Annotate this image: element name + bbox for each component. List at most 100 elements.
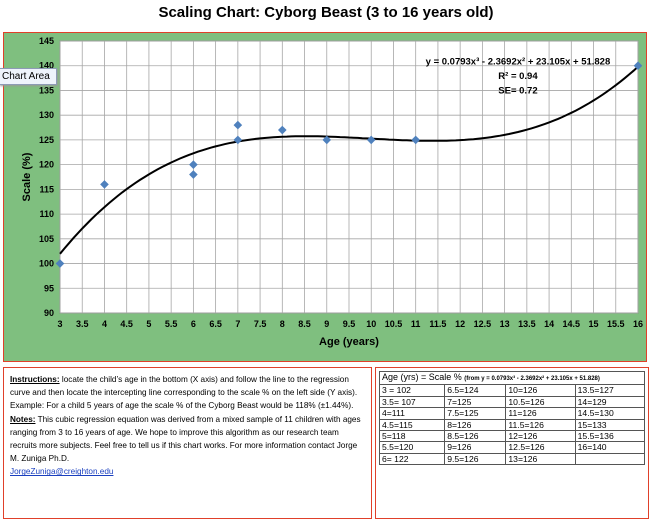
x-tick-label: 5.5 [165,319,178,329]
y-tick-label: 95 [44,283,54,293]
email-link[interactable]: JorgeZuniga@creighton.edu [10,467,114,477]
table-header-row: Age (yrs) = Scale % (from y = 0.0793x³ -… [379,370,645,386]
table-cell: 5.5=120 [378,441,446,454]
table-cell: 11=126 [505,407,576,420]
data-point [233,120,243,130]
x-tick-label: 5 [146,319,151,329]
instructions-text: locate the child’s age in the bottom (X … [10,375,358,398]
chart-area[interactable]: 3 3.5 4 4.5 5 5.5 6 6.5 7 7.5 8 8.5 9 9.5 10 10.5 11 11.5… [3,32,647,362]
x-tick-label: 7 [235,319,240,329]
table-row: 5=118 8.5=126 12=126 15.5=136 [378,430,646,443]
data-point [100,180,109,189]
table-cell: 11.5=126 [505,418,576,432]
table-cell: 7.5=125 [444,407,507,420]
example-text: Example: For a child 5 years of age the … [10,401,354,411]
y-tick-label: 125 [39,135,54,145]
data-point [189,170,198,179]
table-cell: 15=133 [574,418,646,432]
table-cell: 8=126 [444,418,507,432]
table-cell: 4=111 [378,407,446,420]
instructions-paragraph: Instructions: locate the child’s age in … [10,373,367,399]
x-tick-label: 14 [544,319,554,329]
instructions-box: Instructions: locate the child’s age in … [3,367,372,519]
x-tick-label: 8 [280,319,285,329]
y-tick-label: 145 [39,36,54,46]
scale-table: Age (yrs) = Scale % (from y = 0.0793x³ -… [378,370,646,466]
table-cell [574,452,646,466]
x-tick-label: 15 [589,319,599,329]
table-cell: 7=125 [444,395,507,409]
table-cell: 14.5=130 [574,407,646,420]
x-tick-label: 9 [324,319,329,329]
x-tick-label: 14.5 [563,319,581,329]
data-point [233,135,243,145]
table-header-formula: (from y = 0.0793x³ - 2.3692x² + 23.105x … [464,376,600,382]
y-axis-label: Scale (%) [21,152,33,201]
table-row: 4.5=115 8=126 11.5=126 15=133 [378,418,646,432]
table-row: 4=111 7.5=125 11=126 14.5=130 [378,407,646,420]
x-tick-label: 11 [411,319,421,329]
regression-curve [59,65,639,255]
y-tick-label: 100 [39,259,54,269]
table-cell: 9.5=126 [444,452,507,466]
x-axis-label: Age (years) [319,336,379,348]
data-point [633,61,643,71]
table-cell: 13.5=127 [574,384,646,397]
r-squared-label: R² = 0.94 [498,71,538,82]
table-cell: 12.5=126 [505,441,576,454]
data-point [55,259,65,268]
x-tick-label: 8.5 [298,319,311,329]
instructions-label: Instructions: [10,375,60,384]
x-tick-label: 16 [633,319,643,329]
y-tick-label: 130 [39,110,54,120]
notes-label: Notes: [10,414,36,424]
table-body: 3 = 102 6.5=124 10=126 13.5=127 3.5= 107 7=12… [378,384,646,466]
y-tick-label: 115 [39,184,54,194]
table-cell: 13=126 [505,452,576,466]
table-cell: 4.5=115 [378,418,446,432]
data-point [278,125,287,135]
table-header-main: Age (yrs) = Scale % [382,372,465,382]
y-tick-label: 120 [39,160,54,170]
table-row: 3 = 102 6.5=124 10=126 13.5=127 [378,384,646,397]
x-tick-label: 13.5 [518,319,536,329]
x-tick-label: 12 [455,319,465,329]
table-cell: 15.5=136 [574,430,646,443]
table-header: Age (yrs) = Scale % (from y = 0.0793x³ -… [379,370,645,386]
x-tick-label: 3.5 [76,319,89,329]
x-tick-label: 15.5 [607,319,625,329]
x-tick-label: 11.5 [429,319,446,329]
data-point [189,160,198,169]
table-cell: 8.5=126 [444,430,507,443]
table-cell: 6.5=124 [444,384,507,397]
table-cell: 16=140 [574,441,646,454]
x-tick-label: 3 [57,319,62,329]
x-tick-label: 7.5 [254,319,267,329]
standard-error-label: SE= 0.72 [498,85,537,96]
table-cell: 14=129 [574,395,646,409]
x-tick-label: 12.5 [474,319,492,329]
table-cell: 10.5=126 [505,395,576,409]
notes-text: This cubic regression equation was deriv… [10,414,361,464]
x-tick-label: 10.5 [385,319,403,329]
y-tick-label: 110 [39,209,54,219]
x-tick-label: 6.5 [209,319,222,329]
table-cell: 6= 122 [378,452,446,466]
x-tick-label: 4 [102,319,107,329]
x-tick-label: 9.5 [343,319,356,329]
table-cell: 5=118 [378,430,446,443]
table-cell: 3 = 102 [378,384,446,397]
table-row: 6= 122 9.5=126 13=126 [378,452,646,466]
y-tick-label: 105 [39,234,54,244]
x-tick-label: 10 [366,319,376,329]
y-tick-label: 140 [39,61,54,71]
table-cell: 3.5= 107 [378,395,446,409]
chart-svg: 3 3.5 4 4.5 5 5.5 6 6.5 7 7.5 8 8.5 9 9.5 10 10.5 11 11.5… [21,36,643,348]
data-point [322,135,332,145]
y-tick-label: 135 [39,85,54,95]
table-cell: 10=126 [505,384,576,397]
table-row: 3.5= 107 7=125 10.5=126 14=129 [378,395,646,409]
data-point [411,135,420,145]
x-tick-label: 13 [500,319,510,329]
x-tick-label: 4.5 [120,319,133,329]
